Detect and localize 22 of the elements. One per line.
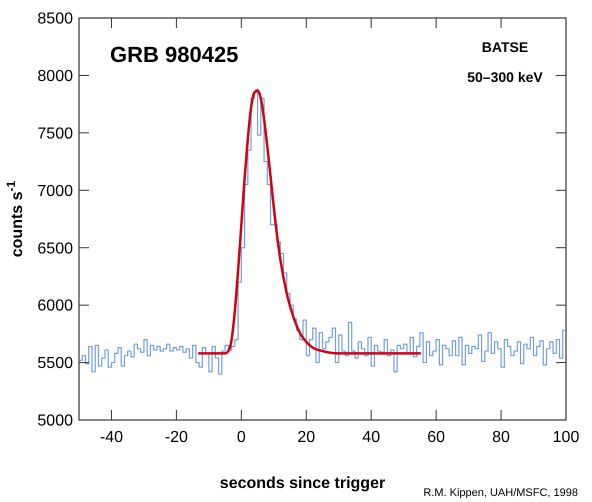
x-tick-label: 0 bbox=[236, 429, 246, 446]
y-tick-label: 6500 bbox=[37, 240, 74, 258]
y-tick-label: 8000 bbox=[37, 68, 74, 86]
y-tick-label: 8500 bbox=[37, 10, 74, 28]
y-tick-label: 6000 bbox=[37, 298, 74, 315]
x-tick-label: 100 bbox=[552, 429, 580, 446]
x-tick-label: 40 bbox=[362, 429, 380, 446]
line-series bbox=[198, 89, 422, 355]
x-tick-label: -40 bbox=[100, 429, 124, 446]
y-tick-label: 5000 bbox=[37, 412, 74, 430]
y-tick-label: 7000 bbox=[37, 182, 74, 200]
y-tick-label: 5500 bbox=[37, 355, 74, 372]
x-tick-label: 60 bbox=[427, 429, 446, 446]
x-tick-label: -20 bbox=[164, 429, 188, 446]
text: GRB 980425 bbox=[110, 42, 238, 67]
text: R.M. Kippen, UAH/MSFC, 1998 bbox=[423, 487, 578, 499]
x-tick-label: 80 bbox=[492, 429, 510, 446]
annotation: 50–300 keV bbox=[467, 69, 544, 85]
annotation: BATSE bbox=[482, 39, 528, 55]
x-axis-title: seconds since trigger bbox=[220, 475, 386, 492]
x-tick-label: 20 bbox=[297, 429, 316, 446]
y-tick-label: 7500 bbox=[37, 125, 74, 142]
